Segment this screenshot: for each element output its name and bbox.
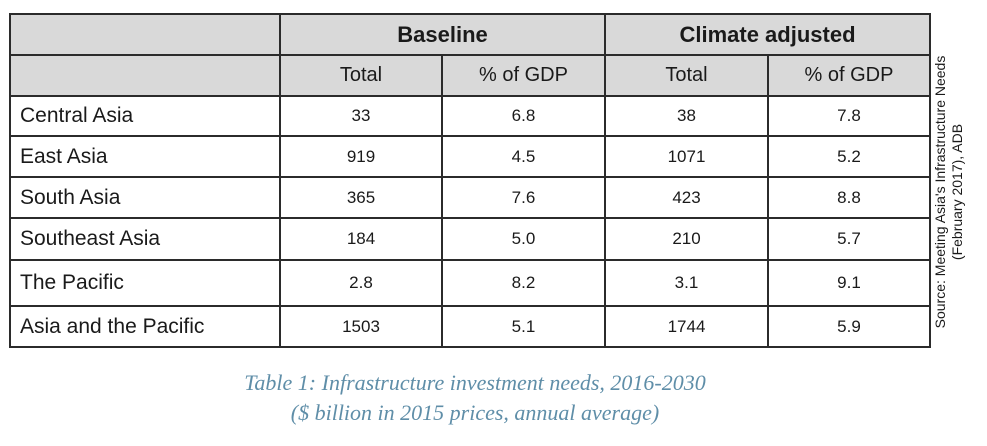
climate-gdp-cell: 8.8 — [767, 176, 931, 219]
region-cell: East Asia — [9, 135, 281, 178]
baseline-total-cell: 1503 — [279, 305, 443, 348]
header-climate-gdp: % of GDP — [767, 54, 931, 97]
climate-total-cell: 3.1 — [604, 259, 769, 307]
header-empty-cell — [9, 54, 281, 97]
baseline-gdp-cell: 5.0 — [441, 217, 606, 261]
baseline-gdp-cell: 6.8 — [441, 95, 606, 137]
climate-gdp-cell: 5.9 — [767, 305, 931, 348]
region-cell: Southeast Asia — [9, 217, 281, 261]
source-note: Source: Meeting Asia's Infrastructure Ne… — [932, 27, 966, 357]
table-row: South Asia 365 7.6 423 8.8 — [9, 176, 931, 219]
region-cell: Asia and the Pacific — [9, 305, 281, 348]
caption-subtitle: ($ billion in 2015 prices, annual averag… — [290, 400, 660, 425]
header-climate-total: Total — [604, 54, 769, 97]
header-empty-cell — [9, 13, 281, 56]
table-row: Central Asia 33 6.8 38 7.8 — [9, 95, 931, 137]
header-baseline-total: Total — [279, 54, 443, 97]
baseline-gdp-cell: 4.5 — [441, 135, 606, 178]
climate-total-cell: 423 — [604, 176, 769, 219]
climate-gdp-cell: 7.8 — [767, 95, 931, 137]
table-caption: Table 1: Infrastructure investment needs… — [0, 368, 950, 428]
table-row: Southeast Asia 184 5.0 210 5.7 — [9, 217, 931, 261]
climate-gdp-cell: 5.7 — [767, 217, 931, 261]
baseline-total-cell: 184 — [279, 217, 443, 261]
header-climate-adjusted: Climate adjusted — [604, 13, 931, 56]
group-header-row: Baseline Climate adjusted — [9, 13, 931, 56]
climate-total-cell: 210 — [604, 217, 769, 261]
region-cell: Central Asia — [9, 95, 281, 137]
header-baseline-gdp: % of GDP — [441, 54, 606, 97]
region-cell: The Pacific — [9, 259, 281, 307]
region-cell: South Asia — [9, 176, 281, 219]
investment-table: Baseline Climate adjusted Total % of GDP… — [9, 13, 931, 348]
baseline-total-cell: 919 — [279, 135, 443, 178]
climate-total-cell: 1744 — [604, 305, 769, 348]
climate-gdp-cell: 9.1 — [767, 259, 931, 307]
baseline-gdp-cell: 5.1 — [441, 305, 606, 348]
baseline-gdp-cell: 8.2 — [441, 259, 606, 307]
source-line-2: (February 2017), ADB — [949, 123, 965, 261]
source-line-1: Source: Meeting Asia's Infrastructure Ne… — [932, 55, 948, 329]
climate-gdp-cell: 5.2 — [767, 135, 931, 178]
sub-header-row: Total % of GDP Total % of GDP — [9, 54, 931, 97]
caption-title: Table 1: Infrastructure investment needs… — [244, 370, 706, 395]
baseline-total-cell: 365 — [279, 176, 443, 219]
baseline-total-cell: 2.8 — [279, 259, 443, 307]
table-row: The Pacific 2.8 8.2 3.1 9.1 — [9, 259, 931, 307]
baseline-gdp-cell: 7.6 — [441, 176, 606, 219]
table-row: Asia and the Pacific 1503 5.1 1744 5.9 — [9, 305, 931, 348]
baseline-total-cell: 33 — [279, 95, 443, 137]
climate-total-cell: 1071 — [604, 135, 769, 178]
climate-total-cell: 38 — [604, 95, 769, 137]
table-row: East Asia 919 4.5 1071 5.2 — [9, 135, 931, 178]
header-baseline: Baseline — [279, 13, 606, 56]
